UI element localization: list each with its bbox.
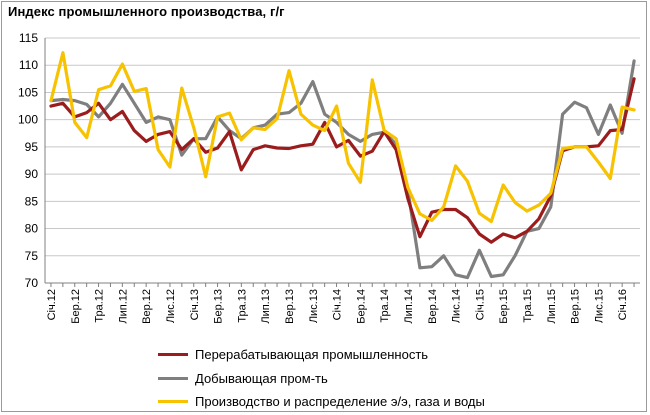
x-tick-label: Лис.14 bbox=[451, 289, 463, 323]
legend-swatch-processing bbox=[158, 353, 188, 356]
y-tick-label-75: 75 bbox=[25, 249, 39, 263]
x-tick-label: Січ.16 bbox=[617, 289, 629, 320]
x-tick-label: Тра.15 bbox=[522, 289, 534, 323]
x-tick-label: Вер.14 bbox=[427, 289, 439, 324]
x-tick-label: Січ.15 bbox=[474, 289, 486, 320]
legend-swatch-utilities bbox=[158, 400, 188, 403]
legend-item-mining: Добывающая пром-ть bbox=[158, 371, 328, 386]
x-tick-label: Бер.12 bbox=[70, 289, 82, 324]
x-tick-label: Бер.15 bbox=[498, 289, 510, 324]
x-tick-label: Вер.12 bbox=[141, 289, 153, 324]
y-tick-label-70: 70 bbox=[25, 276, 39, 290]
x-tick-label: Лис.13 bbox=[308, 289, 320, 323]
legend-item-processing: Перерабатывающая промышленность bbox=[158, 347, 428, 362]
x-tick-label: Тра.13 bbox=[236, 289, 248, 323]
series-line-utilities bbox=[49, 51, 636, 224]
x-tick-label: Бер.13 bbox=[213, 289, 225, 324]
x-tick-label: Лип.13 bbox=[260, 289, 272, 324]
legend-label-mining: Добывающая пром-ть bbox=[195, 371, 328, 386]
legend-item-utilities: Производство и распределение э/э, газа и… bbox=[158, 394, 485, 409]
x-tick-label: Лис.15 bbox=[593, 289, 605, 323]
x-tick-label: Тра.14 bbox=[379, 289, 391, 323]
y-tick-label-115: 115 bbox=[19, 31, 38, 45]
y-tick-label-85: 85 bbox=[25, 194, 39, 208]
x-tick-label: Вер.15 bbox=[570, 289, 582, 324]
y-tick-label-100: 100 bbox=[18, 113, 38, 127]
x-tick-label: Лип.14 bbox=[403, 289, 415, 324]
x-tick-label: Січ.13 bbox=[189, 289, 201, 320]
x-tick-label: Січ.12 bbox=[46, 289, 58, 320]
series-line-processing bbox=[49, 77, 636, 244]
x-tick-label: Лис.12 bbox=[165, 289, 177, 323]
legend-swatch-mining bbox=[158, 377, 188, 380]
y-tick-label-80: 80 bbox=[25, 222, 39, 236]
x-tick-label: Тра.12 bbox=[94, 289, 106, 323]
x-tick-label: Лип.12 bbox=[117, 289, 129, 324]
y-tick-label-110: 110 bbox=[19, 58, 38, 72]
series-line-mining bbox=[49, 59, 636, 280]
chart-title: Индекс промышленного производства, г/г bbox=[8, 4, 285, 19]
x-tick-label: Бер.14 bbox=[355, 289, 367, 324]
x-tick-label: Лип.15 bbox=[546, 289, 558, 324]
x-tick-label: Вер.13 bbox=[284, 289, 296, 324]
y-tick-label-90: 90 bbox=[25, 167, 39, 181]
legend-label-processing: Перерабатывающая промышленность bbox=[195, 347, 429, 362]
legend-label-utilities: Производство и распределение э/э, газа и… bbox=[195, 394, 485, 409]
y-tick-label-105: 105 bbox=[18, 85, 38, 99]
x-tick-label: Січ.14 bbox=[332, 289, 344, 320]
y-tick-label-95: 95 bbox=[25, 140, 39, 154]
